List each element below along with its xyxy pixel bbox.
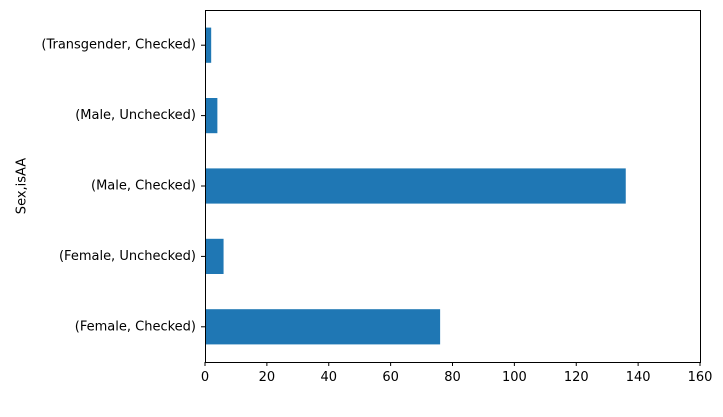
bar [205,168,626,204]
y-tick-label: (Male, Checked) [91,179,196,194]
x-tick-label: 80 [444,370,461,385]
x-tick-label: 40 [320,370,337,385]
bar [205,27,212,63]
x-tick-label: 60 [382,370,399,385]
x-axis-ticks: 0 20 40 60 80 100 120 140 160 [201,362,713,385]
y-tick-label: (Female, Checked) [75,319,196,334]
x-tick-label: 100 [502,370,527,385]
x-tick-label: 0 [201,370,209,385]
bar [205,238,224,274]
x-tick-label: 120 [564,370,589,385]
x-tick-label: 140 [626,370,651,385]
y-tick-label: (Transgender, Checked) [41,38,196,53]
y-tick-label: (Male, Unchecked) [75,108,196,123]
bars-layer [205,27,626,345]
plot-frame [205,10,701,363]
y-axis-ticks: (Female, Checked) (Female, Unchecked) (Mal… [41,38,205,334]
y-tick-label: (Female, Unchecked) [59,249,196,264]
bar [205,309,441,345]
bar [205,98,218,134]
y-axis-label: Sex,isAA [15,158,30,214]
x-tick-label: 160 [688,370,713,385]
x-tick-label: 20 [259,370,276,385]
